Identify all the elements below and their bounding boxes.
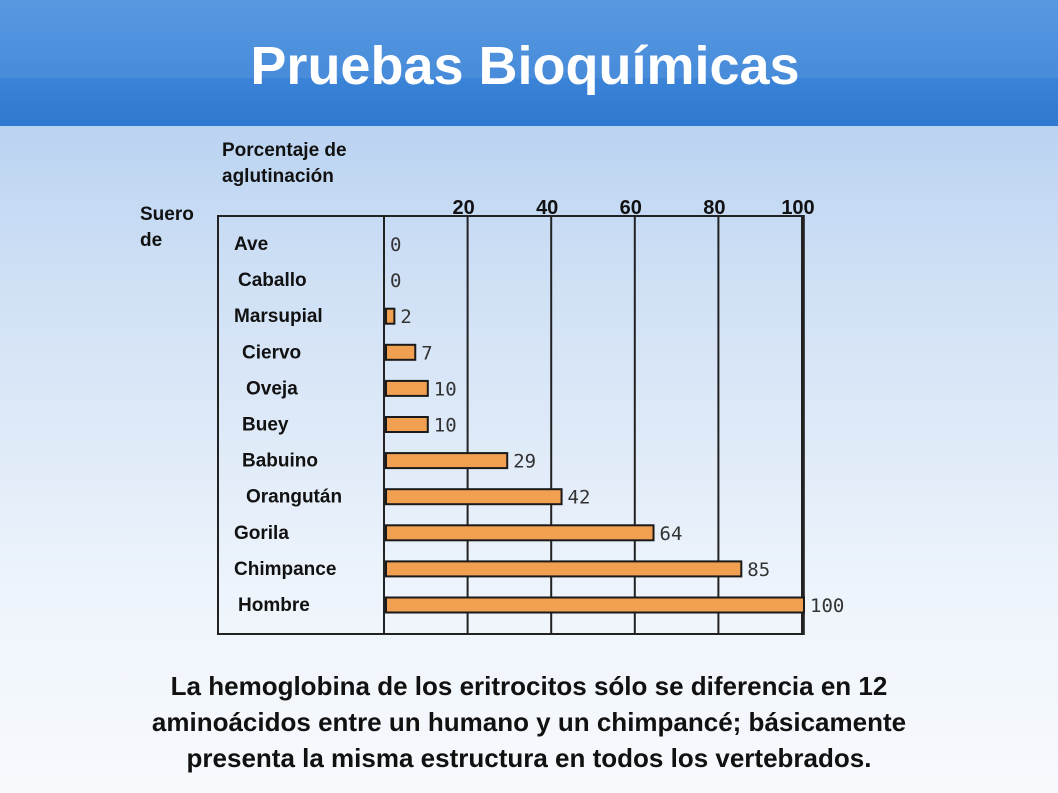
caption: La hemoglobina de los eritrocitos sólo s… <box>40 668 1018 776</box>
value-label: 29 <box>513 451 536 473</box>
agglutination-chart: Porcentaje de aglutinación Suero de 20 40 60 80… <box>130 136 870 646</box>
chart-frame <box>217 215 805 635</box>
category-label: Hombre <box>238 595 310 616</box>
value-label: 85 <box>747 559 770 581</box>
value-label: 2 <box>400 306 411 328</box>
x-tick-label: 60 <box>620 197 642 219</box>
category-label: Caballo <box>238 270 307 291</box>
category-label: Gorila <box>234 523 289 544</box>
caption-line-3: presenta la misma estructura en todos lo… <box>186 743 872 773</box>
category-label: Marsupial <box>234 306 323 327</box>
value-label: 7 <box>421 342 432 364</box>
slide-title: Pruebas Bioquímicas <box>250 36 800 96</box>
value-label: 10 <box>434 415 457 437</box>
bar <box>385 343 417 361</box>
bar <box>385 307 396 325</box>
category-label: Orangután <box>246 487 342 508</box>
bar <box>385 560 743 578</box>
value-label: 0 <box>390 270 401 292</box>
bar <box>385 488 563 506</box>
category-label: Babuino <box>242 451 318 472</box>
chart-title-line: Porcentaje de <box>222 140 347 161</box>
category-label: Oveja <box>246 378 298 399</box>
bar <box>385 596 805 614</box>
caption-line-1: La hemoglobina de los eritrocitos sólo s… <box>170 671 888 701</box>
value-label: 10 <box>434 378 457 400</box>
value-label: 0 <box>390 234 401 256</box>
y-axis-label-line: Suero <box>140 204 194 225</box>
chart-title-line: aglutinación <box>222 166 334 187</box>
category-label: Ave <box>234 234 268 255</box>
value-label: 100 <box>810 595 844 617</box>
bar <box>385 524 655 542</box>
bar <box>385 416 429 433</box>
x-tick-label: 80 <box>703 197 725 219</box>
x-tick-label: 40 <box>536 197 558 219</box>
y-axis-label-line: de <box>140 230 162 251</box>
x-tick-label: 20 <box>452 197 474 219</box>
title-bar <box>0 0 1058 126</box>
bar <box>385 379 429 397</box>
bar <box>385 452 509 470</box>
value-label: 64 <box>660 523 683 545</box>
caption-line-2: aminoácidos entre un humano y un chimpan… <box>151 707 907 737</box>
x-tick-label: 100 <box>781 197 814 219</box>
category-label: Buey <box>242 415 289 436</box>
category-label: Ciervo <box>242 342 301 363</box>
category-label: Chimpance <box>234 559 336 580</box>
value-label: 42 <box>568 487 591 509</box>
title-bar-gloss <box>0 0 1058 78</box>
